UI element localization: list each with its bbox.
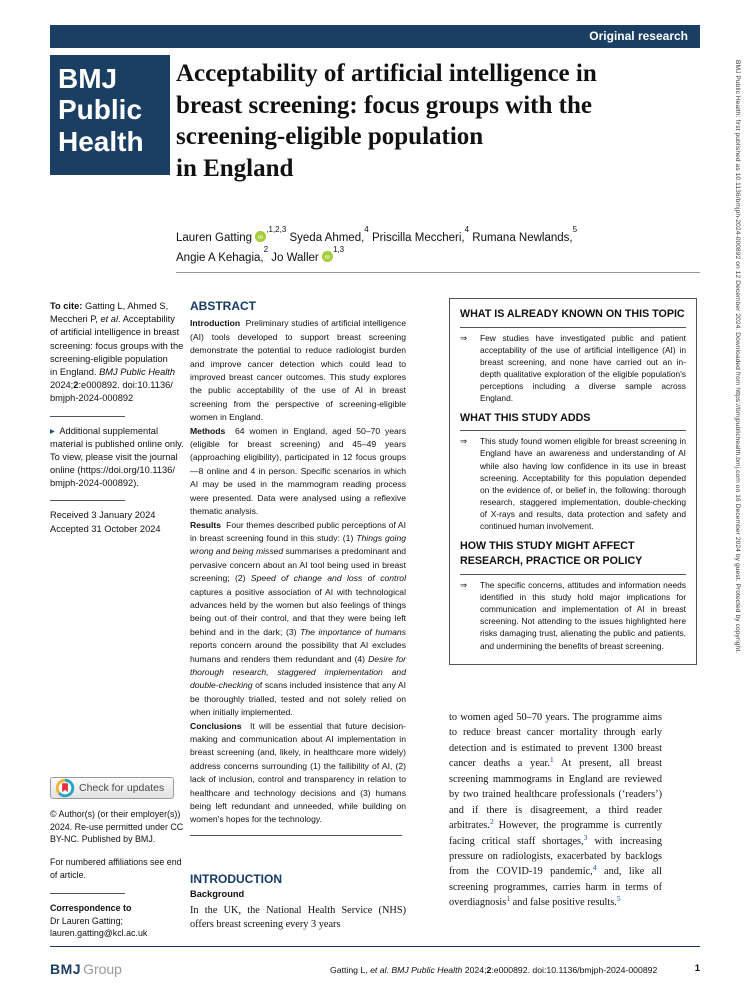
svg-text:iD: iD: [258, 235, 263, 241]
svg-text:iD: iD: [325, 255, 330, 261]
